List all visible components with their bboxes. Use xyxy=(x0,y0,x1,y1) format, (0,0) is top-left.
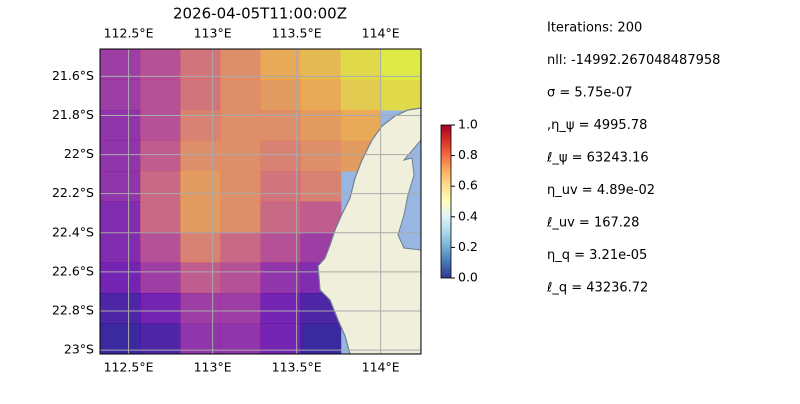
field-cell xyxy=(140,140,181,172)
field-cell xyxy=(140,262,181,294)
field-cell xyxy=(380,49,421,80)
field-cell xyxy=(300,79,342,111)
stat-line: Iterations: 200 xyxy=(547,21,642,36)
field-cell xyxy=(260,232,302,263)
stat-line: ℓ_ψ = 63243.16 xyxy=(546,151,649,166)
field-layer xyxy=(100,49,421,354)
x-tick-label: 112.5°E xyxy=(104,26,154,41)
field-cell xyxy=(260,79,302,111)
stat-line: ℓ_q = 43236.72 xyxy=(546,281,648,296)
field-cell xyxy=(180,262,221,294)
field-cell xyxy=(100,323,141,354)
field-cell xyxy=(300,110,342,141)
x-tick-label: 114°E xyxy=(362,360,400,375)
map-frame xyxy=(99,48,422,355)
field-cell xyxy=(260,293,302,324)
x-tick-label: 113.5°E xyxy=(272,26,322,41)
field-cell xyxy=(140,171,181,202)
colorbar-tick-label: 0.0 xyxy=(458,270,478,285)
field-cell xyxy=(180,323,221,354)
field-cell xyxy=(220,171,261,202)
field-cell xyxy=(260,262,302,294)
field-cell xyxy=(180,110,221,141)
y-tick-label: 23°S xyxy=(64,342,94,357)
field-cell xyxy=(140,201,181,233)
field-cell xyxy=(140,323,181,354)
field-cell xyxy=(100,232,141,263)
field-cell xyxy=(300,171,342,202)
field-cell xyxy=(100,262,141,294)
field-cell xyxy=(260,49,302,80)
stat-line: ,η_ψ = 4995.78 xyxy=(547,118,647,133)
field-cell xyxy=(220,232,261,263)
field-cell xyxy=(220,323,261,354)
y-tick-label: 22.2°S xyxy=(52,185,94,200)
x-tick-label: 112.5°E xyxy=(104,360,154,375)
field-cell xyxy=(260,323,302,354)
field-cell xyxy=(260,110,302,141)
field-cell xyxy=(100,201,141,233)
field-cell xyxy=(100,171,141,202)
field-cell xyxy=(260,201,302,233)
stat-line: η_q = 3.21e-05 xyxy=(547,248,647,263)
field-cell xyxy=(300,323,342,354)
field-cell xyxy=(340,79,382,111)
stat-line: ℓ_uv = 167.28 xyxy=(546,216,639,231)
field-cell xyxy=(220,79,261,111)
field-cell xyxy=(180,49,221,80)
field-cell xyxy=(260,140,302,172)
field-cell xyxy=(140,110,181,141)
field-cell xyxy=(100,49,141,80)
field-cell xyxy=(300,49,342,80)
colorbar-tick-label: 0.6 xyxy=(458,178,478,193)
field-cell xyxy=(220,201,261,233)
field-cell xyxy=(220,262,261,294)
x-tick-label: 114°E xyxy=(362,26,400,41)
field-cell xyxy=(340,49,382,80)
y-tick-label: 22.6°S xyxy=(52,263,94,278)
field-cell xyxy=(260,171,302,202)
field-cell xyxy=(140,232,181,263)
y-tick-label: 21.8°S xyxy=(52,107,94,122)
field-cell xyxy=(140,49,181,80)
field-cell xyxy=(180,232,221,263)
map-title: 2026-04-05T11:00:00Z xyxy=(173,5,347,23)
stat-line: η_uv = 4.89e-02 xyxy=(547,183,655,198)
field-cell xyxy=(220,110,261,141)
colorbar xyxy=(440,124,452,279)
y-tick-label: 22°S xyxy=(64,146,94,161)
field-cell xyxy=(100,110,141,141)
field-cell xyxy=(100,293,141,324)
x-tick-label: 113°E xyxy=(194,26,232,41)
x-tick-label: 113.5°E xyxy=(272,360,322,375)
stat-line: nll: -14992.267048487958 xyxy=(547,53,720,68)
field-cell xyxy=(180,293,221,324)
colorbar-tick-label: 0.4 xyxy=(458,208,478,223)
field-cell xyxy=(220,49,261,80)
stat-line: σ = 5.75e-07 xyxy=(547,86,633,101)
field-cell xyxy=(100,79,141,111)
field-cell xyxy=(380,79,421,111)
y-tick-label: 22.8°S xyxy=(52,302,94,317)
colorbar-tick-label: 0.8 xyxy=(458,147,478,162)
field-cell xyxy=(300,140,342,172)
colorbar-tick-label: 1.0 xyxy=(458,117,478,132)
field-cell xyxy=(300,201,342,233)
field-cell xyxy=(100,140,141,172)
grid-layer xyxy=(100,49,421,354)
field-cell xyxy=(180,201,221,233)
field-cell xyxy=(180,79,221,111)
x-tick-label: 113°E xyxy=(194,360,232,375)
field-cell xyxy=(140,293,181,324)
field-cell xyxy=(220,140,261,172)
colorbar-tick-label: 0.2 xyxy=(458,239,478,254)
field-cell xyxy=(220,293,261,324)
field-cell xyxy=(180,140,221,172)
y-tick-label: 22.4°S xyxy=(52,224,94,239)
field-cell xyxy=(180,171,221,202)
field-cell xyxy=(140,79,181,111)
y-tick-label: 21.6°S xyxy=(52,68,94,83)
